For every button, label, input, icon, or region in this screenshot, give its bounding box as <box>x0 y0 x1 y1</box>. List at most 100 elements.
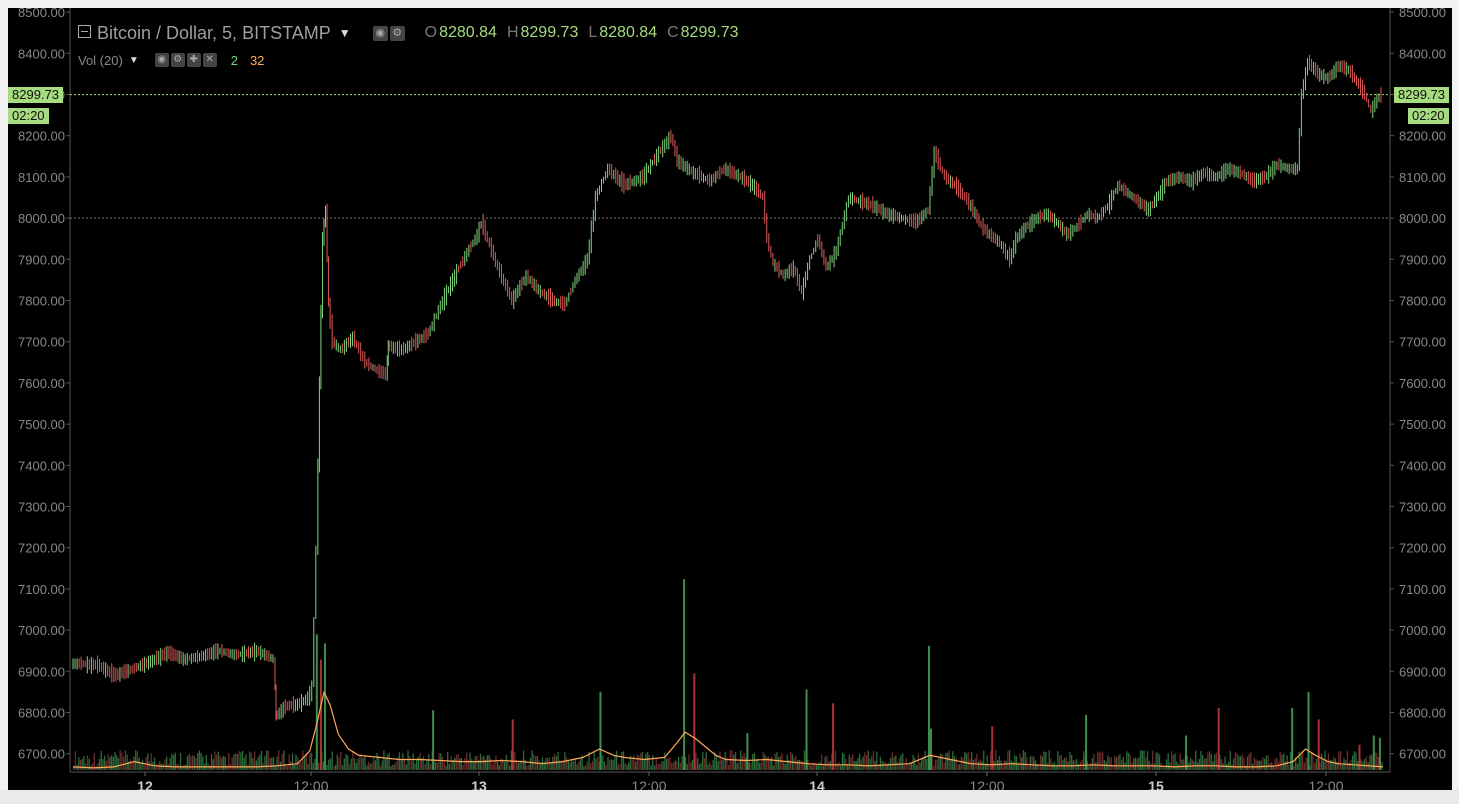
volume-bar <box>424 763 426 770</box>
volume-bar <box>552 756 554 770</box>
volume-bar <box>172 754 175 770</box>
volume-bar <box>655 758 657 770</box>
volume-label[interactable]: Vol (20) <box>78 52 123 68</box>
series-tools: ◉ ⚙ <box>371 25 405 41</box>
volume-bar <box>1243 757 1245 770</box>
volume-bar <box>533 754 535 770</box>
eye-icon[interactable]: ◉ <box>154 53 169 67</box>
volume-bar <box>379 765 382 770</box>
y-tick-label: 7300.00 <box>18 500 65 515</box>
volume-bar <box>1205 758 1207 770</box>
volume-bar <box>1031 755 1033 770</box>
volume-bar <box>350 758 352 770</box>
volume-bar <box>372 757 375 770</box>
volume-bar <box>312 762 314 770</box>
volume-bar <box>1274 759 1276 770</box>
y-tick-label: 7700.00 <box>18 335 65 350</box>
volume-bar <box>414 763 416 770</box>
y-tick-label: 8000.00 <box>18 211 65 226</box>
volume-bar <box>309 753 311 770</box>
volume-bar <box>667 757 669 770</box>
volume-bar <box>764 754 766 770</box>
volume-bar <box>252 758 254 770</box>
volume-bar <box>214 751 216 770</box>
volume-bar <box>1186 755 1188 770</box>
volume-bar <box>998 756 1000 770</box>
volume-bar <box>333 765 335 770</box>
volume-bar <box>105 760 108 770</box>
volume-bar <box>1088 765 1090 770</box>
volume-bar <box>1378 737 1381 770</box>
volume-bar <box>686 764 688 770</box>
volume-bar <box>317 762 320 770</box>
volume-bar <box>98 758 101 770</box>
volume-bar <box>807 759 809 770</box>
volume-bar <box>257 756 259 770</box>
volume-bar <box>360 754 363 770</box>
volume-bar <box>765 756 768 770</box>
volume-bar <box>957 764 959 770</box>
volume-bar <box>652 755 654 770</box>
volume-bar <box>323 643 326 770</box>
caret-down-icon[interactable]: ▼ <box>128 54 139 66</box>
y-tick-label: 8200.00 <box>1399 129 1446 144</box>
volume-bar <box>83 755 85 770</box>
volume-bar <box>977 761 980 770</box>
eye-icon[interactable]: ◉ <box>372 25 388 41</box>
volume-bar <box>930 728 933 770</box>
plus-icon[interactable]: ✚ <box>186 53 201 67</box>
volume-bar <box>579 759 582 770</box>
symbol-title[interactable]: Bitcoin / Dollar, 5, BITSTAMP <box>97 22 331 43</box>
volume-bar <box>352 751 354 770</box>
volume-bar <box>400 759 402 770</box>
volume-bar <box>74 751 77 770</box>
volume-bar <box>148 761 151 770</box>
volume-bar <box>398 752 401 770</box>
volume-bar <box>722 759 725 770</box>
close-icon[interactable]: ✕ <box>202 53 217 67</box>
volume-bar <box>248 751 251 770</box>
volume-bar <box>112 756 114 770</box>
volume-bar <box>236 753 239 770</box>
volume-bar <box>107 753 109 770</box>
volume-bar <box>990 750 992 770</box>
volume-bar <box>615 750 618 770</box>
volume-bar <box>493 760 495 770</box>
volume-bar <box>478 759 480 770</box>
volume-bar <box>474 756 476 770</box>
volume-bar <box>543 761 545 770</box>
volume-bar <box>511 719 514 770</box>
gear-icon[interactable]: ⚙ <box>389 25 405 41</box>
volume-bar <box>1134 757 1137 770</box>
volume-bar <box>669 757 671 770</box>
volume-bar <box>972 759 975 770</box>
volume-bar <box>569 762 571 770</box>
volume-bar <box>371 762 373 770</box>
volume-bar <box>646 752 649 770</box>
volume-bar <box>422 755 425 770</box>
volume-bar <box>1307 691 1310 770</box>
volume-bar <box>817 764 819 770</box>
volume-bar <box>995 750 997 770</box>
volume-bar <box>1093 753 1095 770</box>
volume-bar <box>1026 757 1028 770</box>
volume-bar <box>578 761 580 770</box>
volume-bar <box>1115 757 1118 770</box>
gear-icon[interactable]: ⚙ <box>170 53 185 67</box>
volume-bar <box>1091 758 1093 770</box>
volume-bar <box>859 753 861 770</box>
volume-bar <box>409 755 411 770</box>
volume-bar <box>426 760 428 770</box>
volume-bar <box>852 754 854 770</box>
volume-bar <box>1064 758 1066 770</box>
collapse-icon[interactable] <box>78 24 91 38</box>
volume-bar <box>619 763 621 770</box>
volume-bar <box>407 750 409 770</box>
volume-bar <box>1029 756 1031 770</box>
volume-bar <box>522 750 525 770</box>
caret-down-icon[interactable]: ▼ <box>338 26 351 40</box>
y-tick-label: 7100.00 <box>18 582 65 597</box>
volume-bar <box>1022 750 1025 770</box>
volume-bar <box>809 763 811 770</box>
